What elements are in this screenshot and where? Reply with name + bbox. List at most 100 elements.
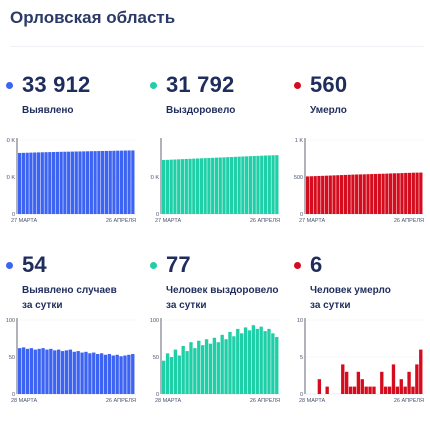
bar bbox=[347, 174, 351, 214]
bar bbox=[85, 151, 90, 214]
bar bbox=[204, 339, 209, 394]
bar bbox=[224, 339, 228, 394]
bar bbox=[108, 150, 112, 214]
bar bbox=[192, 158, 196, 214]
bar bbox=[364, 386, 368, 394]
stat-label: Умерло bbox=[294, 103, 429, 133]
bar bbox=[241, 156, 245, 214]
bar bbox=[341, 364, 345, 394]
bar bbox=[199, 158, 203, 214]
bar bbox=[59, 151, 63, 214]
bar bbox=[197, 340, 201, 394]
bar bbox=[360, 379, 364, 394]
bar bbox=[321, 175, 325, 214]
stat-label-line1: Выявлено случаев bbox=[22, 285, 117, 296]
bar bbox=[103, 354, 108, 394]
bar bbox=[41, 348, 45, 394]
bar bbox=[33, 349, 37, 394]
bar bbox=[377, 173, 381, 214]
y-tick-label: 0 bbox=[12, 212, 15, 218]
bar-chart: 0 50 100 28 МАРТА 26 АПРЕЛЯ bbox=[150, 318, 280, 404]
bar-chart: 0 20 K 40 K 27 МАРТА 26 АПРЕЛЯ bbox=[6, 138, 136, 224]
bar bbox=[181, 345, 185, 394]
bar bbox=[415, 172, 419, 214]
bar bbox=[18, 152, 22, 214]
x-end-label: 26 АПРЕЛЯ bbox=[250, 218, 280, 224]
y-tick-label: 0 bbox=[300, 212, 303, 218]
card-recovered-total: 31 792 Выздоровело 0 20 K 27 МАРТА 26 АПРЕЛ… bbox=[150, 72, 285, 226]
bar bbox=[263, 155, 268, 214]
bar bbox=[44, 152, 48, 214]
bar bbox=[207, 157, 211, 214]
blue-dot-icon bbox=[6, 81, 13, 89]
bar bbox=[201, 345, 205, 394]
bar bbox=[243, 327, 248, 394]
region-title: Орловская область bbox=[10, 8, 176, 27]
stat-label: Человек выздоровело за сутки bbox=[150, 283, 285, 313]
bar bbox=[92, 352, 96, 394]
bar bbox=[395, 386, 400, 394]
y-tick-label: 500 bbox=[294, 175, 303, 181]
bar bbox=[336, 175, 340, 214]
bar bbox=[306, 176, 310, 214]
bar bbox=[370, 174, 374, 214]
bar bbox=[392, 173, 397, 214]
stat-label-line2: за сутки bbox=[22, 300, 63, 311]
bar bbox=[21, 347, 26, 394]
bar bbox=[76, 351, 80, 394]
x-start-label: 27 МАРТА bbox=[11, 218, 37, 224]
bar bbox=[236, 328, 240, 394]
bar bbox=[309, 176, 314, 214]
bar bbox=[358, 174, 363, 214]
card-deaths-daily: 6 Человек умерло за сутки 0 5 10 28 МАРТА 26… bbox=[294, 252, 429, 406]
bar bbox=[419, 349, 423, 394]
bar bbox=[29, 152, 33, 214]
y-tick-label: 10 bbox=[297, 318, 303, 324]
bar bbox=[162, 360, 166, 394]
y-tick-label: 100 bbox=[6, 318, 15, 324]
bar bbox=[123, 150, 127, 214]
bar-chart: 0 5 10 28 МАРТА 26 АПРЕЛЯ bbox=[297, 318, 424, 404]
y-tick-label: 50 bbox=[9, 355, 15, 361]
bar bbox=[389, 173, 393, 214]
bar bbox=[101, 150, 105, 214]
bar bbox=[233, 156, 237, 214]
bar bbox=[111, 355, 115, 394]
bar bbox=[162, 159, 166, 214]
bar bbox=[55, 151, 59, 214]
teal-dot-icon bbox=[150, 81, 157, 89]
bar bbox=[267, 328, 271, 394]
bar bbox=[63, 151, 67, 214]
y-tick-label: 20 K bbox=[6, 175, 15, 181]
bar bbox=[255, 328, 259, 394]
bar bbox=[317, 379, 322, 394]
stat-label-line1: Выявлено bbox=[22, 105, 74, 116]
bar bbox=[407, 371, 411, 394]
bar bbox=[348, 386, 353, 394]
bar-chart: 0 500 1 K 27 МАРТА 26 АПРЕЛЯ bbox=[294, 138, 424, 224]
bar bbox=[93, 151, 97, 214]
bar bbox=[25, 152, 29, 214]
bar bbox=[325, 386, 329, 394]
stat-label-line1: Человек выздоровело bbox=[166, 285, 279, 296]
bar bbox=[220, 334, 224, 394]
bar bbox=[237, 156, 241, 214]
bar bbox=[271, 155, 275, 214]
bar bbox=[184, 158, 188, 214]
stat-value: 33 912 bbox=[22, 72, 91, 97]
bar bbox=[411, 172, 415, 214]
bar bbox=[36, 152, 41, 214]
bar bbox=[218, 157, 222, 214]
bar bbox=[169, 357, 174, 394]
bar bbox=[226, 157, 230, 214]
stat-value: 31 792 bbox=[166, 72, 235, 97]
bar bbox=[67, 151, 71, 214]
bar bbox=[411, 386, 415, 394]
stat-value: 560 bbox=[310, 72, 348, 97]
x-end-label: 26 АПРЕЛЯ bbox=[394, 398, 424, 404]
x-end-label: 26 АПРЕЛЯ bbox=[394, 218, 424, 224]
bar bbox=[177, 355, 181, 394]
bar bbox=[247, 330, 252, 394]
bar bbox=[45, 349, 49, 394]
bar-chart: 0 20 K 27 МАРТА 26 АПРЕЛЯ bbox=[150, 138, 280, 224]
